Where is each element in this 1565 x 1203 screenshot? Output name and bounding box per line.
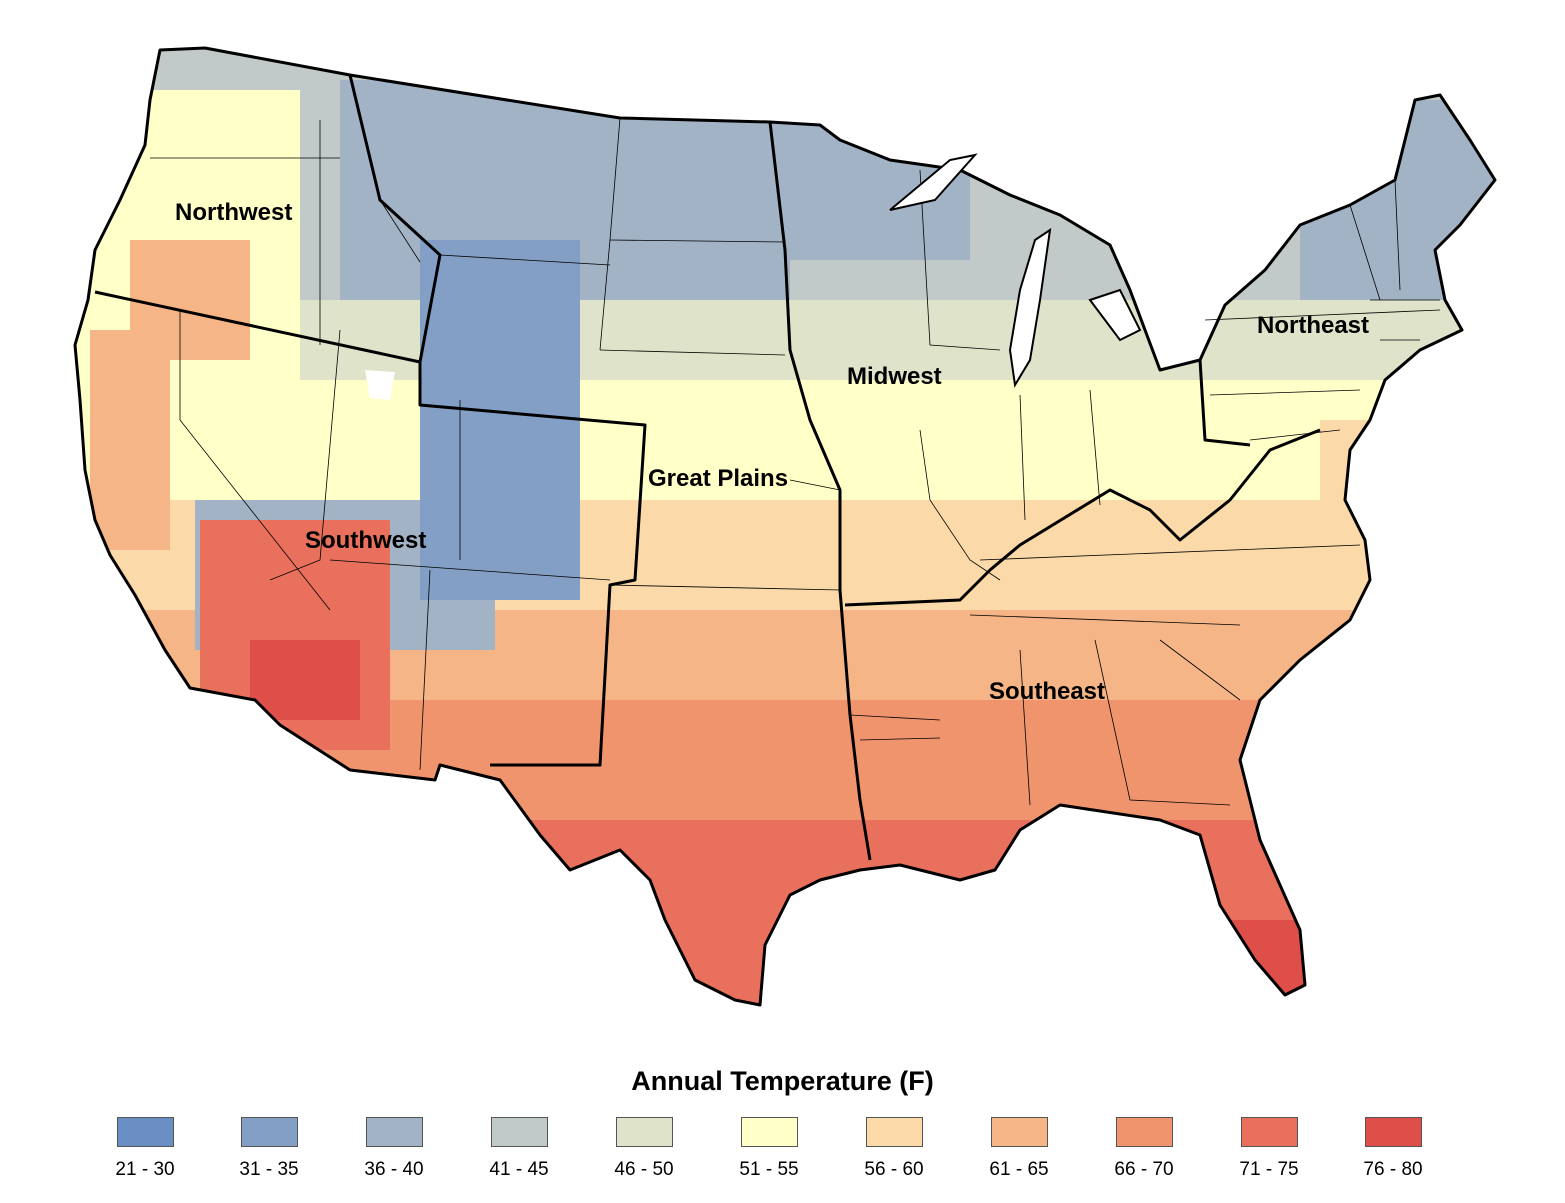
state-line xyxy=(439,254,611,266)
band-76-80-desert xyxy=(250,640,360,720)
state-line xyxy=(1394,179,1401,291)
state-line xyxy=(1349,204,1381,301)
state-line xyxy=(1019,649,1031,806)
region-border-southeast-north xyxy=(844,428,1321,607)
legend-label: 76 - 80 xyxy=(1363,1159,1423,1180)
legend-swatch xyxy=(990,1117,1048,1147)
legend-label: 36 - 40 xyxy=(364,1159,424,1180)
state-line xyxy=(969,614,1241,626)
state-line xyxy=(919,169,1001,351)
region-label-northwest: Northwest xyxy=(175,199,292,226)
legend-item: 66 - 70 xyxy=(1084,1117,1204,1181)
state-line xyxy=(609,584,841,591)
region-label-southwest: Southwest xyxy=(305,527,426,554)
legend-swatch xyxy=(116,1117,174,1147)
legend-swatch xyxy=(1364,1117,1422,1147)
region-label-southeast: Southeast xyxy=(989,678,1105,705)
band-61-65-california-coast xyxy=(90,330,170,550)
legend-item: 76 - 80 xyxy=(1333,1117,1453,1181)
legend-item: 41 - 45 xyxy=(459,1117,579,1181)
band-71-75 xyxy=(75,820,1495,1005)
lake-superior xyxy=(889,153,978,211)
band-66-70 xyxy=(75,700,1495,820)
band-36-40-maine xyxy=(1300,100,1495,300)
lake-huron xyxy=(1088,288,1142,342)
legend-label: 21 - 30 xyxy=(115,1159,175,1180)
region-label-great-plains: Great Plains xyxy=(648,465,788,492)
state-boundaries xyxy=(150,74,1441,806)
legend-swatch xyxy=(1240,1117,1298,1147)
legend-item: 21 - 30 xyxy=(85,1117,205,1181)
legend-label: 61 - 65 xyxy=(989,1159,1049,1180)
region-label-northeast: Northeast xyxy=(1257,312,1369,339)
region-border-southwest xyxy=(418,362,647,767)
lake-michigan xyxy=(1008,227,1052,388)
legend-item: 71 - 75 xyxy=(1209,1117,1329,1181)
legend-item: 56 - 60 xyxy=(834,1117,954,1181)
legend-label: 41 - 45 xyxy=(489,1159,549,1180)
state-line xyxy=(1204,309,1441,321)
legend-swatch xyxy=(740,1117,798,1147)
legend: 21 - 30 31 - 35 36 - 40 41 - 45 46 - 50 … xyxy=(0,1117,1565,1197)
legend-item: 51 - 55 xyxy=(709,1117,829,1181)
region-labels: Northwest Southwest Great Plains Midwest… xyxy=(175,199,1369,705)
region-boundaries xyxy=(94,74,1321,861)
state-line xyxy=(419,569,431,771)
region-border-great-plains xyxy=(768,121,872,861)
region-border-northeast xyxy=(1198,359,1251,447)
legend-label: 56 - 60 xyxy=(864,1159,924,1180)
great-salt-lake xyxy=(365,370,395,400)
state-line xyxy=(179,310,331,611)
band-21-30-rockies xyxy=(420,240,580,600)
state-line xyxy=(979,544,1361,561)
state-line xyxy=(329,559,611,581)
state-line xyxy=(1089,389,1101,506)
band-76-80-florida xyxy=(1210,920,1330,1005)
region-label-midwest: Midwest xyxy=(847,363,942,390)
state-line xyxy=(609,239,786,243)
legend-label: 46 - 50 xyxy=(614,1159,674,1180)
state-line xyxy=(849,714,941,721)
great-lakes xyxy=(365,153,1142,400)
legend-label: 66 - 70 xyxy=(1114,1159,1174,1180)
state-line xyxy=(1129,799,1231,806)
legend-item: 31 - 35 xyxy=(209,1117,329,1181)
state-line xyxy=(1209,389,1361,396)
region-border-northwest xyxy=(94,74,442,364)
legend-swatch xyxy=(865,1117,923,1147)
state-line xyxy=(269,329,341,581)
state-line xyxy=(919,429,1001,581)
legend-swatch xyxy=(365,1117,423,1147)
state-line xyxy=(789,479,841,491)
legend-title: Annual Temperature (F) xyxy=(631,1066,934,1096)
state-line xyxy=(1019,394,1026,521)
temperature-map: Northwest Southwest Great Plains Midwest… xyxy=(73,46,1497,1007)
band-51-55 xyxy=(75,380,1495,500)
state-line xyxy=(599,349,786,356)
state-line xyxy=(1249,429,1341,441)
legend-label: 71 - 75 xyxy=(1239,1159,1299,1180)
state-line xyxy=(1159,639,1241,701)
state-line xyxy=(859,737,941,741)
legend-swatch xyxy=(1115,1117,1173,1147)
legend-item: 61 - 65 xyxy=(959,1117,1079,1181)
legend-swatch xyxy=(240,1117,298,1147)
state-line xyxy=(1094,639,1131,801)
legend-swatch xyxy=(615,1117,673,1147)
legend-label: 31 - 35 xyxy=(239,1159,299,1180)
temperature-bands xyxy=(75,48,1495,1005)
legend-item: 46 - 50 xyxy=(584,1117,704,1181)
legend-swatch xyxy=(490,1117,548,1147)
legend-item: 36 - 40 xyxy=(334,1117,454,1181)
legend-label: 51 - 55 xyxy=(739,1159,799,1180)
